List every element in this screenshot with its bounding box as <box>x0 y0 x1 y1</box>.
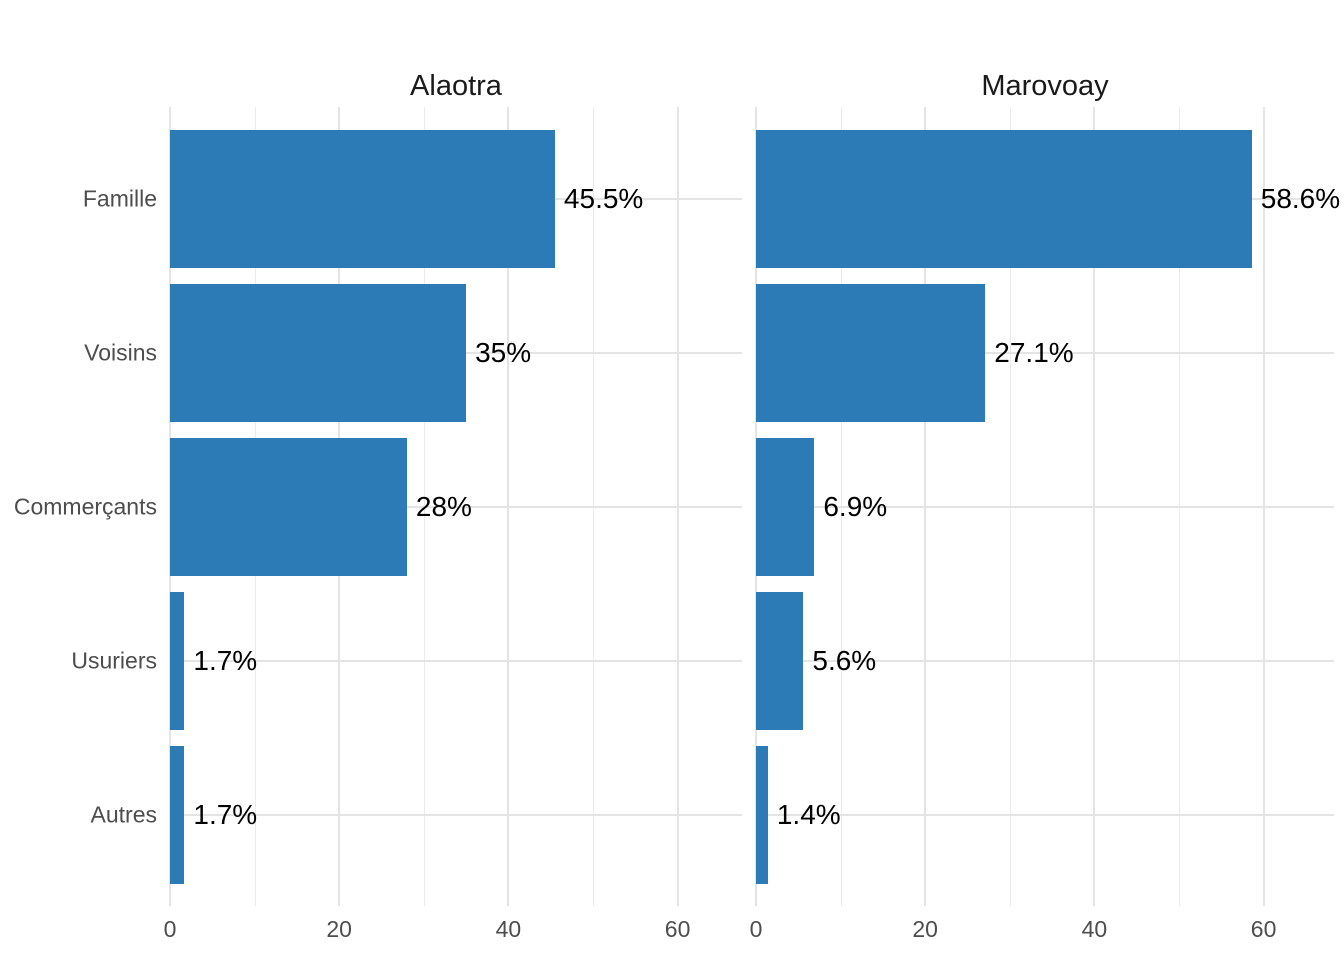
y-gridline-voisins <box>756 352 1334 354</box>
bar-marovoay-famille <box>756 130 1252 268</box>
bar-marovoay-autres <box>756 746 768 884</box>
value-label-alaotra-famille: 45.5% <box>563 183 644 214</box>
value-label-alaotra-usuriers: 1.7% <box>193 645 258 676</box>
value-label-marovoay-voisins: 27.1% <box>994 337 1074 368</box>
bar-marovoay-usuriers <box>756 592 804 730</box>
bar-marovoay-voisins <box>756 284 986 422</box>
facet-panel-alaotra: 45.5% 35% 28% 1.7% 1.7% <box>169 107 742 906</box>
x-tick-label-marovoay-40: 40 <box>1081 916 1108 942</box>
bar-alaotra-usuriers <box>170 592 185 730</box>
x-tick-label-marovoay-0: 0 <box>749 916 763 942</box>
y-gridline-usuriers <box>170 660 742 662</box>
x-tick-label-marovoay-60: 60 <box>1250 916 1277 942</box>
bar-marovoay-commercants <box>756 438 815 576</box>
y-axis-label-famille: Famille <box>82 185 157 212</box>
bar-alaotra-autres <box>170 746 185 884</box>
y-gridline-commercants <box>170 506 742 508</box>
y-gridline-usuriers <box>756 660 1334 662</box>
x-tick-label-alaotra-20: 20 <box>326 916 352 942</box>
x-tick-label-marovoay-20: 20 <box>912 916 938 942</box>
facet-title-alaotra: Alaotra <box>410 70 502 102</box>
x-tick-label-alaotra-40: 40 <box>495 916 522 942</box>
x-tick-label-alaotra-60: 60 <box>664 916 691 942</box>
y-axis-label-autres: Autres <box>90 801 157 828</box>
value-label-marovoay-usuriers: 5.6% <box>812 645 877 676</box>
y-axis-label-usuriers: Usuriers <box>71 647 157 674</box>
facet-title-marovoay: Marovoay <box>981 70 1109 102</box>
bar-alaotra-famille <box>170 130 555 268</box>
bar-alaotra-commercants <box>170 438 407 576</box>
value-label-marovoay-commercants: 6.9% <box>823 491 888 522</box>
bar-alaotra-voisins <box>170 284 467 422</box>
value-label-marovoay-autres: 1.4% <box>776 799 841 830</box>
facet-panel-marovoay: 58.6% 27.1% 6.9% 5.6% 1.4% <box>755 107 1340 906</box>
value-label-marovoay-famille: 58.6% <box>1260 183 1341 214</box>
x-tick-label-alaotra-0: 0 <box>163 916 177 942</box>
y-axis-label-commercants: Commerçants <box>13 493 157 520</box>
value-label-alaotra-autres: 1.7% <box>193 799 258 830</box>
value-label-alaotra-commercants: 28% <box>415 491 472 522</box>
y-gridline-autres <box>170 814 742 816</box>
value-label-alaotra-voisins: 35% <box>475 337 532 368</box>
y-axis-label-voisins: Voisins <box>84 339 157 366</box>
y-gridline-autres <box>756 814 1334 816</box>
y-gridline-commercants <box>756 506 1334 508</box>
